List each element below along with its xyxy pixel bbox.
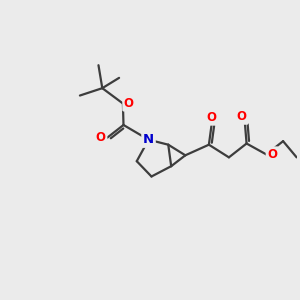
Text: O: O	[124, 97, 134, 110]
Text: O: O	[207, 111, 217, 124]
Text: O: O	[237, 110, 247, 123]
Text: N: N	[143, 133, 154, 146]
Text: O: O	[96, 131, 106, 144]
Text: O: O	[267, 148, 277, 161]
